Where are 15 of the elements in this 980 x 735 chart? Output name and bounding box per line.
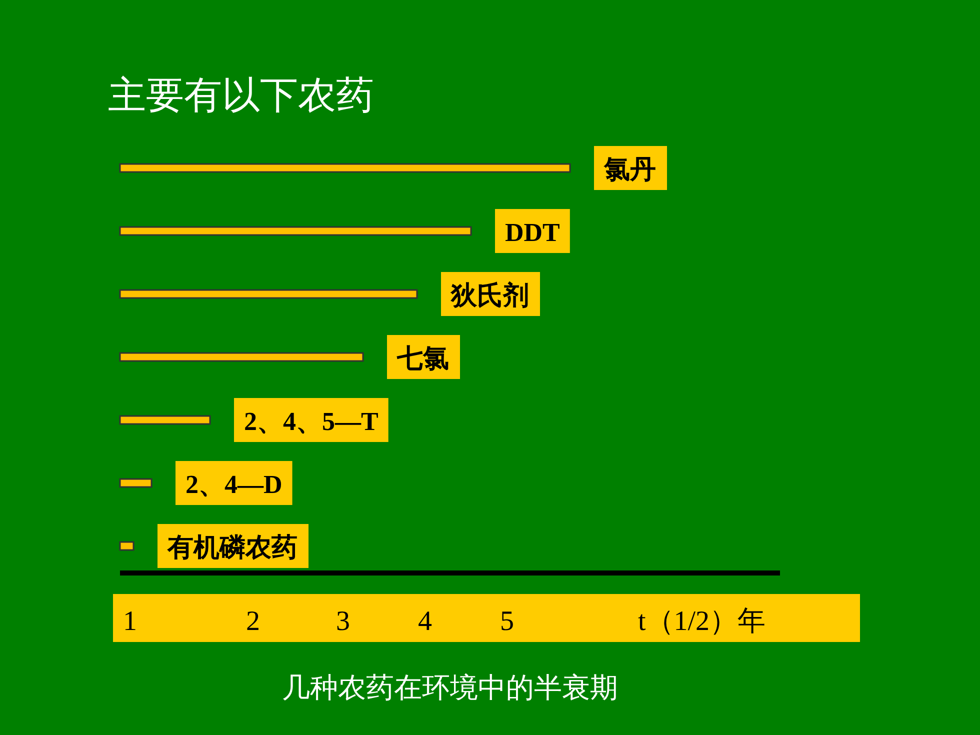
text: 5: [500, 606, 514, 637]
text: 几种农药在环境中的半衰期: [282, 673, 618, 704]
x-axis-title: t（1/2）年: [638, 606, 766, 637]
y-tick-label: 七氯: [396, 344, 449, 373]
y-tick-label: 有机磷农药: [166, 533, 298, 562]
text: 3: [336, 606, 350, 637]
y-tick-label: 2、4—D: [186, 470, 282, 499]
text: 1: [123, 606, 137, 637]
text: 2: [246, 606, 260, 637]
chart-title: 主要有以下农药: [108, 75, 374, 117]
y-tick-label: 2、4、5—T: [244, 407, 378, 436]
y-tick-label: DDT: [505, 218, 560, 247]
text: 4: [418, 606, 432, 637]
y-tick-label: 狄氏剂: [450, 281, 529, 310]
y-tick-label: 氯丹: [603, 155, 656, 184]
